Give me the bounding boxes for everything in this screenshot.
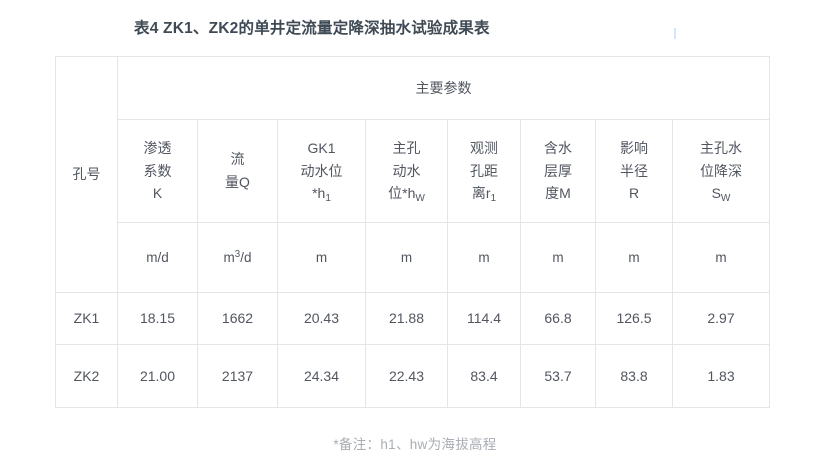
header-line: *h1 — [312, 185, 331, 205]
header-line: 系数 — [143, 162, 172, 179]
header-col-main-hole-drawdown: 主孔水 位降深 SW — [672, 119, 770, 223]
cell-hole-id: ZK2 — [55, 344, 118, 408]
table-row: ZK1 18.15 1662 20.43 21.88 114.4 66.8 12… — [55, 292, 770, 345]
unit-main-hole-drawdown: m — [672, 222, 770, 293]
header-col-gk1-dynamic-water-level: GK1 动水位 *h1 — [277, 119, 366, 223]
cell-observation-hole-distance: 83.4 — [447, 344, 521, 408]
cell-gk1-dynamic-water-level: 24.34 — [277, 344, 366, 408]
header-subscript: W — [720, 193, 731, 205]
header-line: 流 — [230, 151, 245, 168]
header-line: 主孔水 — [700, 139, 742, 156]
cell-main-hole-drawdown: 2.97 — [672, 292, 770, 345]
header-col-flow-rate: 流 量Q — [197, 119, 278, 223]
cell-flow-rate: 2137 — [197, 344, 278, 408]
title-cursor-artifact — [674, 28, 676, 39]
results-table-container: 孔号 主要参数 渗透 系数 K 流 量Q GK1 — [55, 56, 770, 408]
cell-main-hole-dynamic-water-level: 22.43 — [365, 344, 448, 408]
header-line: 位降深 — [700, 162, 742, 179]
header-main-parameters: 主要参数 — [117, 56, 770, 120]
pumping-test-results-table: 孔号 主要参数 渗透 系数 K 流 量Q GK1 — [55, 56, 770, 408]
table-header-names-row: 渗透 系数 K 流 量Q GK1 动水位 *h1 主孔 — [56, 119, 770, 223]
page-title: 表4 ZK1、ZK2的单井定流量定降深抽水试验成果表 — [134, 20, 490, 37]
cell-permeability-coefficient: 21.00 — [117, 344, 198, 408]
header-line: GK1 — [307, 139, 336, 156]
header-subscript: 1 — [490, 193, 497, 205]
table-footnote: *备注：h1、hw为海拔高程 — [333, 437, 497, 452]
unit-flow-rate: m3/d — [197, 222, 278, 293]
cell-main-hole-drawdown: 1.83 — [672, 344, 770, 408]
cell-influence-radius: 126.5 — [595, 292, 673, 345]
cell-influence-radius: 83.8 — [595, 344, 673, 408]
unit-permeability-coefficient: m/d — [117, 222, 198, 293]
unit-superscript: 3 — [234, 248, 241, 260]
header-hole-number: 孔号 — [55, 56, 118, 293]
cell-flow-rate: 1662 — [197, 292, 278, 345]
header-line: SW — [711, 185, 731, 205]
cell-permeability-coefficient: 18.15 — [117, 292, 198, 345]
header-line: 动水 — [392, 162, 421, 179]
header-line: 影响 — [620, 139, 648, 156]
unit-main-hole-dynamic-water-level: m — [365, 222, 448, 293]
header-col-influence-radius: 影响 半径 R — [595, 119, 673, 223]
unit-aquifer-thickness: m — [520, 222, 596, 293]
header-line: 含水 — [544, 139, 572, 156]
header-line: 层厚 — [544, 162, 572, 179]
unit-influence-radius: m — [595, 222, 673, 293]
cell-observation-hole-distance: 114.4 — [447, 292, 521, 345]
header-line: 孔距 — [470, 162, 498, 179]
header-line: 位*hW — [388, 185, 425, 205]
header-line: 半径 — [620, 162, 648, 179]
header-line: 动水位 — [300, 162, 343, 179]
header-line: R — [628, 185, 640, 202]
header-line: 渗透 — [143, 139, 172, 156]
unit-observation-hole-distance: m — [447, 222, 521, 293]
cell-gk1-dynamic-water-level: 20.43 — [277, 292, 366, 345]
table-header-group-row: 孔号 主要参数 — [55, 56, 770, 293]
header-subscript: 1 — [325, 193, 331, 205]
cell-main-hole-dynamic-water-level: 21.88 — [365, 292, 448, 345]
header-line: 观测 — [470, 139, 498, 156]
cell-hole-id: ZK1 — [55, 292, 118, 345]
header-line: 主孔 — [392, 139, 421, 156]
table-row: ZK2 21.00 2137 24.34 22.43 83.4 53.7 83.… — [55, 344, 770, 408]
header-line: K — [152, 185, 163, 202]
cell-aquifer-thickness: 53.7 — [520, 344, 596, 408]
unit-gk1-dynamic-water-level: m — [277, 222, 366, 293]
header-col-main-hole-dynamic-water-level: 主孔 动水 位*hW — [365, 119, 448, 223]
header-line: 度M — [545, 185, 571, 202]
header-col-observation-hole-distance: 观测 孔距 离r1 — [447, 119, 521, 223]
header-col-permeability-coefficient: 渗透 系数 K — [117, 119, 198, 223]
header-subscript: W — [415, 193, 425, 205]
cell-aquifer-thickness: 66.8 — [520, 292, 596, 345]
header-line: 量Q — [225, 174, 250, 190]
header-col-aquifer-thickness: 含水 层厚 度M — [520, 119, 596, 223]
table-header-units-row: m/d m3/d m m m m m m — [56, 222, 770, 293]
header-line: 离r1 — [471, 185, 497, 205]
